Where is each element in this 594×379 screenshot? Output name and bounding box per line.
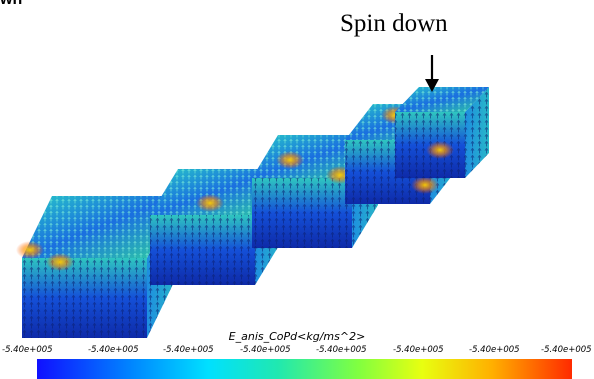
colorbar-tick-label: -5.40e+005 bbox=[393, 345, 444, 355]
anisotropy-hotspot bbox=[196, 194, 224, 212]
spin-cube bbox=[395, 87, 489, 178]
cube-layer bbox=[16, 87, 489, 338]
colorbar-gradient bbox=[37, 359, 572, 379]
spin-down-label: Spin down bbox=[340, 10, 448, 38]
anisotropy-hotspot bbox=[411, 176, 439, 194]
anisotropy-hotspot bbox=[16, 241, 44, 259]
cube-spin-arrows bbox=[252, 178, 352, 248]
cube-spin-arrows bbox=[22, 258, 147, 338]
colorbar-tick-label: -5.40e+005 bbox=[316, 345, 367, 355]
colorbar-tick-label: -5.40e+005 bbox=[469, 345, 520, 355]
anisotropy-hotspot bbox=[46, 253, 74, 271]
colorbar-tick-label: -5.40e+005 bbox=[541, 345, 592, 355]
cube-spin-arrows bbox=[150, 215, 255, 285]
colorbar-tick-label: -5.40e+005 bbox=[88, 345, 139, 355]
colorbar-tick-label: -5.40e+005 bbox=[2, 345, 53, 355]
spin-down-arrow bbox=[425, 55, 439, 92]
cropped-caption-fragment: wn bbox=[0, 0, 22, 9]
anisotropy-hotspot bbox=[426, 141, 454, 159]
colorbar-tick-label: -5.40e+005 bbox=[240, 345, 291, 355]
colorbar-tick-label: -5.40e+005 bbox=[163, 345, 214, 355]
anisotropy-hotspot bbox=[276, 151, 304, 169]
